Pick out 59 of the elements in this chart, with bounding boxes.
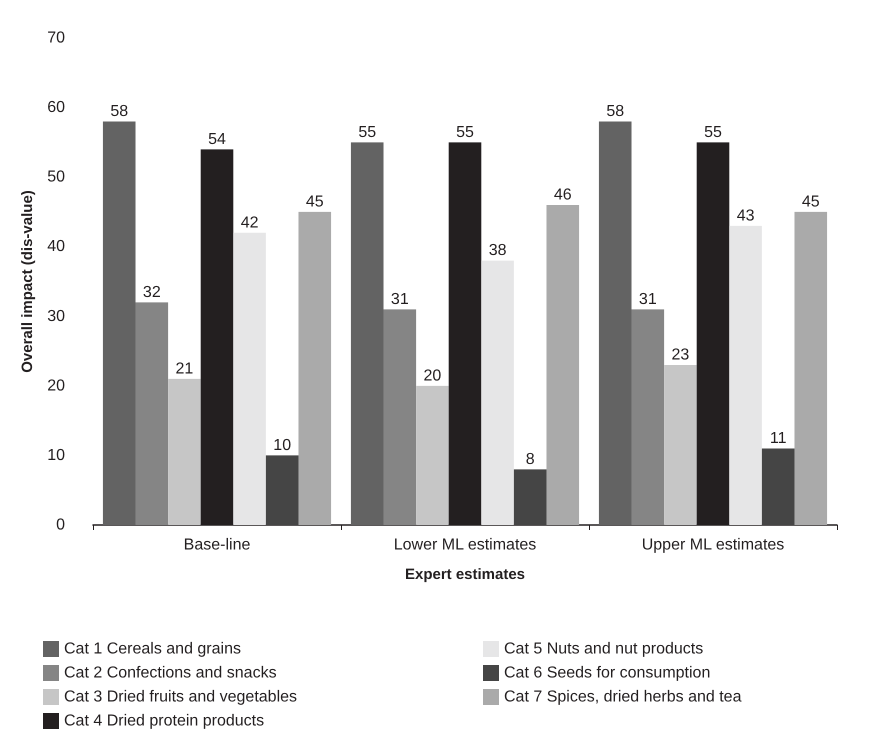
legend-label: Cat 2 Confections and snacks	[64, 664, 277, 682]
legend-label: Cat 3 Dried fruits and vegetables	[64, 688, 298, 706]
data-label: 31	[638, 290, 657, 308]
bar	[102, 121, 136, 525]
y-tick-label: 40	[47, 238, 66, 256]
bar	[168, 378, 201, 525]
data-label: 54	[208, 130, 226, 148]
y-tick-label: 60	[47, 99, 66, 116]
legend-label: Cat 1 Cereals and grains	[64, 640, 241, 658]
data-label: 42	[240, 214, 259, 232]
y-tick-label: 0	[56, 516, 66, 534]
legend-label: Cat 6 Seeds for consumption	[504, 664, 710, 682]
data-label: 45	[802, 193, 820, 210]
bar	[664, 364, 697, 525]
data-label: 11	[770, 430, 787, 447]
x-tick-label: Lower ML estimates	[394, 536, 536, 554]
data-label: 43	[736, 207, 755, 224]
bar	[794, 212, 828, 525]
bar	[384, 309, 416, 525]
legend-label: Cat 7 Spices, dried herbs and tea	[504, 688, 742, 706]
data-label: 10	[273, 436, 292, 454]
bar	[729, 226, 762, 525]
data-label: 23	[672, 346, 690, 364]
x-tick-label: Upper ML estimates	[642, 536, 784, 554]
y-axis-title: Overall impact (dis-value)	[19, 190, 36, 373]
data-label: 55	[704, 124, 722, 141]
data-label: 55	[456, 124, 474, 141]
bar	[298, 212, 332, 525]
bar	[266, 455, 298, 525]
data-label: 32	[142, 284, 161, 301]
bar	[350, 142, 384, 525]
data-label: 55	[358, 124, 376, 141]
data-label: 31	[390, 290, 409, 308]
data-label: 58	[110, 102, 128, 120]
bar	[416, 386, 449, 525]
bar	[136, 302, 168, 525]
bar	[233, 232, 266, 525]
x-axis-title: Expert estimates	[404, 566, 526, 583]
bar	[481, 260, 514, 525]
data-label: 38	[488, 242, 507, 260]
legend-label: Cat 5 Nuts and nut products	[504, 640, 704, 658]
data-label: 21	[176, 360, 194, 378]
data-label: 46	[554, 186, 572, 204]
bar	[598, 121, 632, 525]
bar	[762, 448, 794, 525]
data-label: 8	[526, 450, 535, 468]
data-label: 20	[424, 367, 442, 384]
y-tick-label: 50	[47, 168, 66, 186]
data-label: 45	[306, 193, 324, 210]
y-tick-label: 30	[47, 308, 66, 325]
bar	[546, 204, 580, 525]
legend-label: Cat 4 Dried protein products	[64, 712, 264, 730]
y-tick-label: 10	[47, 446, 66, 464]
data-label: 58	[606, 102, 624, 120]
x-tick-label: Base-line	[184, 536, 250, 554]
bar	[514, 469, 546, 525]
bar	[632, 309, 664, 525]
y-tick-label: 20	[47, 377, 66, 394]
y-tick-label: 70	[47, 30, 66, 46]
